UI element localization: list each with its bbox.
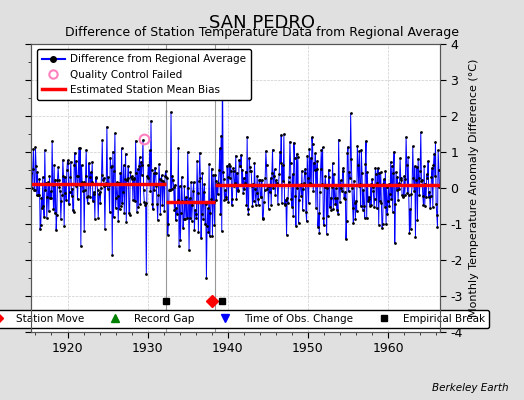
Legend: Station Move, Record Gap, Time of Obs. Change, Empirical Break: Station Move, Record Gap, Time of Obs. C… <box>0 310 489 328</box>
Y-axis label: Monthly Temperature Anomaly Difference (°C): Monthly Temperature Anomaly Difference (… <box>468 59 478 317</box>
Text: Difference of Station Temperature Data from Regional Average: Difference of Station Temperature Data f… <box>65 26 459 39</box>
Text: SAN PEDRO: SAN PEDRO <box>209 14 315 32</box>
Text: Berkeley Earth: Berkeley Earth <box>432 383 508 393</box>
